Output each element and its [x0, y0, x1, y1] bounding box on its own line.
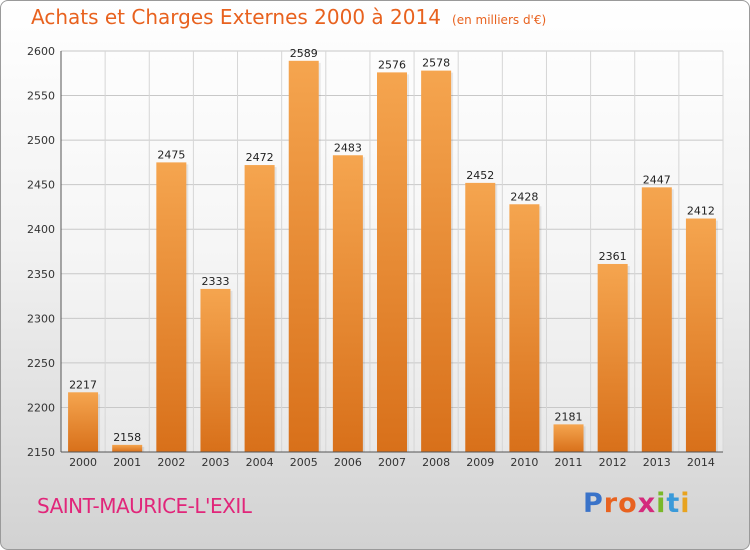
x-tick-label: 2010 [510, 456, 538, 469]
y-tick-label: 2300 [27, 312, 55, 325]
x-tick-label: 2013 [643, 456, 671, 469]
value-label: 2217 [69, 378, 97, 391]
bar [288, 60, 319, 453]
x-tick-label: 2007 [378, 456, 406, 469]
proxiti-logo: Proxiti [583, 488, 691, 519]
value-label: 2447 [643, 173, 671, 186]
value-label: 2578 [422, 57, 450, 70]
bar [68, 392, 99, 452]
logo-letter: P [583, 488, 604, 519]
value-label: 2333 [201, 275, 229, 288]
x-tick-label: 2008 [422, 456, 450, 469]
bar [553, 424, 584, 452]
bar [421, 70, 452, 453]
value-label: 2428 [510, 190, 538, 203]
logo-letter: x [637, 488, 657, 519]
y-tick-label: 2350 [27, 268, 55, 281]
x-tick-label: 2012 [599, 456, 627, 469]
value-label: 2475 [157, 148, 185, 161]
bar [156, 162, 187, 452]
x-tick-label: 2014 [687, 456, 715, 469]
value-label: 2589 [290, 47, 318, 60]
y-tick-label: 2500 [27, 134, 55, 147]
value-label: 2412 [687, 205, 715, 218]
bar [465, 182, 496, 452]
logo-letter: i [680, 488, 691, 519]
x-tick-label: 2004 [246, 456, 274, 469]
bar [509, 204, 540, 452]
bar [597, 263, 628, 452]
y-tick-label: 2450 [27, 179, 55, 192]
value-label: 2576 [378, 58, 406, 71]
x-tick-label: 2006 [334, 456, 362, 469]
x-tick-label: 2003 [201, 456, 229, 469]
x-tick-label: 2000 [69, 456, 97, 469]
logo-letter: r [603, 488, 619, 519]
logo-letter: i [656, 488, 667, 519]
value-label: 2361 [599, 250, 627, 263]
bar [112, 444, 143, 452]
value-label: 2158 [113, 431, 141, 444]
bar [377, 72, 407, 453]
bar [244, 165, 275, 452]
bar [332, 155, 363, 452]
y-tick-label: 2600 [27, 45, 55, 58]
y-tick-label: 2250 [27, 357, 55, 370]
value-label: 2472 [246, 151, 274, 164]
value-label: 2483 [334, 141, 362, 154]
chart-title: Achats et Charges Externes 2000 à 2014 [31, 5, 441, 29]
chart-subtitle: (en milliers d'€) [452, 13, 547, 27]
bar [641, 187, 672, 452]
x-tick-label: 2011 [555, 456, 583, 469]
x-tick-label: 2009 [466, 456, 494, 469]
value-label: 2452 [466, 169, 494, 182]
x-tick-label: 2002 [157, 456, 185, 469]
commune-name: SAINT-MAURICE-L'EXIL [37, 494, 252, 518]
logo-letter: t [666, 488, 681, 519]
title-row: Achats et Charges Externes 2000 à 2014 (… [31, 5, 546, 29]
x-tick-label: 2001 [113, 456, 141, 469]
y-tick-label: 2550 [27, 90, 55, 103]
bar [200, 288, 231, 452]
y-tick-label: 2150 [27, 446, 55, 459]
x-tick-label: 2005 [290, 456, 318, 469]
logo-letter: o [618, 488, 638, 519]
bar [685, 218, 716, 452]
y-tick-label: 2200 [27, 401, 55, 414]
y-tick-label: 2400 [27, 223, 55, 236]
value-label: 2181 [555, 410, 583, 423]
